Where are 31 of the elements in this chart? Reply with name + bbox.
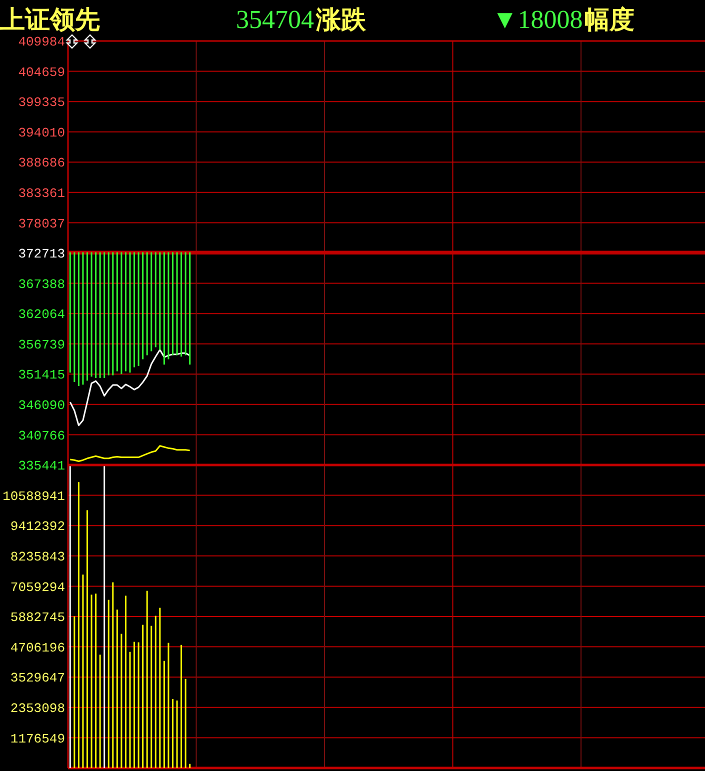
y-tick-label: 4706196 bbox=[10, 640, 65, 656]
y-tick-label: 367388 bbox=[18, 276, 65, 292]
y-tick-label: 351415 bbox=[18, 368, 65, 383]
y-tick-label: 2353098 bbox=[10, 700, 65, 716]
y-tick-label: 9412392 bbox=[10, 519, 65, 534]
y-tick-label: 5882745 bbox=[10, 610, 65, 626]
y-tick-label: 340766 bbox=[18, 428, 65, 444]
y-tick-label: 362064 bbox=[18, 307, 66, 322]
text: ▼18008 bbox=[492, 5, 583, 34]
y-tick-label: 1176549 bbox=[10, 731, 65, 746]
y-tick-label: 335441 bbox=[18, 458, 66, 474]
y-tick-label: 404659 bbox=[18, 64, 65, 80]
y-tick-label: 346090 bbox=[18, 398, 65, 413]
y-tick-label: 383361 bbox=[18, 186, 66, 201]
line-series bbox=[69, 349, 191, 426]
y-tick-label: 7059294 bbox=[10, 580, 66, 595]
text: 幅度 bbox=[584, 6, 635, 34]
y-tick-label: 388686 bbox=[18, 156, 65, 171]
y-tick-label: 8235843 bbox=[10, 549, 65, 564]
text: 354704 bbox=[236, 5, 314, 34]
line-series bbox=[69, 445, 191, 462]
chart-title: 上证领先 bbox=[0, 6, 100, 34]
y-tick-label: 10588941 bbox=[2, 488, 66, 504]
y-tick-label: 394010 bbox=[18, 125, 65, 140]
y-tick-label: 3529647 bbox=[10, 670, 65, 686]
text: 涨跌 bbox=[315, 7, 367, 34]
y-tick-label: 378037 bbox=[18, 216, 65, 232]
y-tick-label: 399335 bbox=[18, 95, 65, 110]
y-tick-label: 409984 bbox=[18, 34, 66, 50]
y-tick-label: 372713 bbox=[18, 246, 65, 262]
y-tick-label: 356739 bbox=[18, 337, 65, 352]
